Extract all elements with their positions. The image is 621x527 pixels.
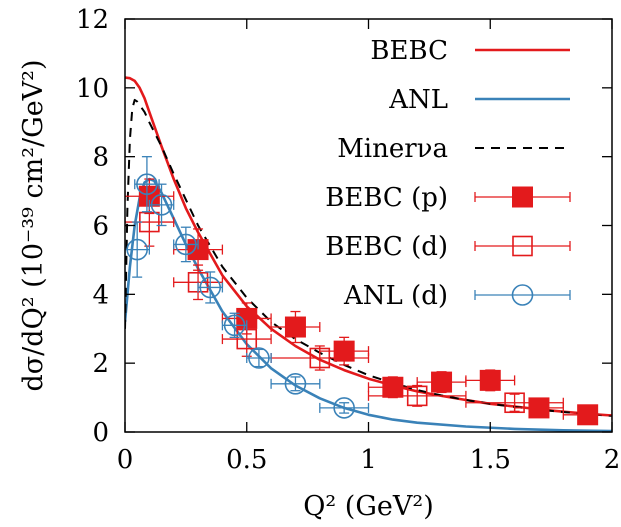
data-point-3-6 <box>431 371 453 393</box>
series-0 <box>125 76 612 417</box>
y-tick-label-2: 4 <box>92 280 109 310</box>
data-point-3-8 <box>528 397 550 419</box>
x-tick-label-1: 0.5 <box>226 445 267 475</box>
data-point-5-2 <box>150 194 173 216</box>
x-tick-label-4: 2 <box>604 445 621 475</box>
data-point-3-3 <box>284 316 306 338</box>
legend-label-4: BEBC (d) <box>325 232 448 262</box>
y-tick-label-5: 10 <box>76 74 109 104</box>
legend-marker-5 <box>511 284 534 306</box>
data-point-5-6 <box>248 347 270 369</box>
legend: BEBC ANL Minerνa BEBC (p) BEBC (d) ANL (d) <box>325 36 571 311</box>
series-2 <box>125 98 612 417</box>
error-bar-5-7 <box>270 376 321 392</box>
error-bar-5-5 <box>221 312 248 339</box>
legend-errorbar-4 <box>474 241 571 251</box>
x-tick-label-0: 0 <box>117 445 134 475</box>
error-bar-5-2 <box>148 183 175 227</box>
error-bar-5-3 <box>173 226 199 263</box>
series-5 <box>125 156 370 419</box>
y-tick-label-4: 8 <box>92 143 109 173</box>
x-tick-label-2: 1 <box>360 445 377 475</box>
data-point-3-5 <box>382 376 404 398</box>
error-bar-4-1 <box>173 264 224 301</box>
legend-label-5: ANL (d) <box>343 281 448 311</box>
data-point-3-7 <box>479 369 501 391</box>
series-line-2 <box>125 98 612 417</box>
error-bar-5-6 <box>246 348 272 368</box>
data-point-5-5 <box>223 314 246 337</box>
x-axis-title: Q² (GeV²) <box>303 491 433 522</box>
legend-entry-0: BEBC <box>370 36 570 66</box>
data-point-5-4 <box>199 276 222 299</box>
legend-entry-5: ANL (d) <box>343 281 571 311</box>
legend-entry-1: ANL <box>388 85 570 115</box>
series-layer <box>125 76 612 432</box>
y-tick-label-3: 6 <box>92 212 109 242</box>
y-axis-title: dσ/dQ² (10⁻³⁹ cm²/GeV²) <box>18 59 49 391</box>
data-point-5-7 <box>284 373 307 395</box>
data-point-5-8 <box>333 397 355 419</box>
data-point-5-0 <box>126 238 148 261</box>
axes: 0 0.5 1 1.5 2 0 2 4 6 8 10 12 Q² (GeV²) dσ/dQ² (10⁻³⁹… <box>18 5 620 522</box>
legend-marker-3 <box>512 186 533 208</box>
data-point-3-4 <box>333 340 355 362</box>
error-bar-4-5 <box>465 393 564 413</box>
x-tick-label-3: 1.5 <box>470 445 511 475</box>
series-line-0 <box>125 76 612 417</box>
y-tick-label-1: 2 <box>92 349 109 379</box>
error-bar-5-0 <box>125 221 151 278</box>
data-point-4-3 <box>309 347 331 369</box>
y-tick-label-0: 0 <box>92 418 109 448</box>
legend-entry-3: BEBC (p) <box>325 183 571 213</box>
legend-entry-2: Minerνa <box>337 134 570 164</box>
legend-errorbar-5 <box>474 290 571 300</box>
data-point-3-9 <box>577 404 599 426</box>
legend-entry-4: BEBC (d) <box>325 232 571 262</box>
data-point-4-5 <box>504 392 525 414</box>
legend-label-2: Minerνa <box>337 134 448 164</box>
legend-label-0: BEBC <box>370 36 448 66</box>
error-bar-5-8 <box>319 402 370 414</box>
data-point-4-4 <box>406 385 428 407</box>
data-point-5-3 <box>175 233 197 256</box>
legend-label-3: BEBC (p) <box>325 183 448 213</box>
y-tick-label-6: 12 <box>76 5 109 35</box>
legend-label-1: ANL <box>388 85 448 115</box>
legend-marker-4 <box>512 235 533 257</box>
